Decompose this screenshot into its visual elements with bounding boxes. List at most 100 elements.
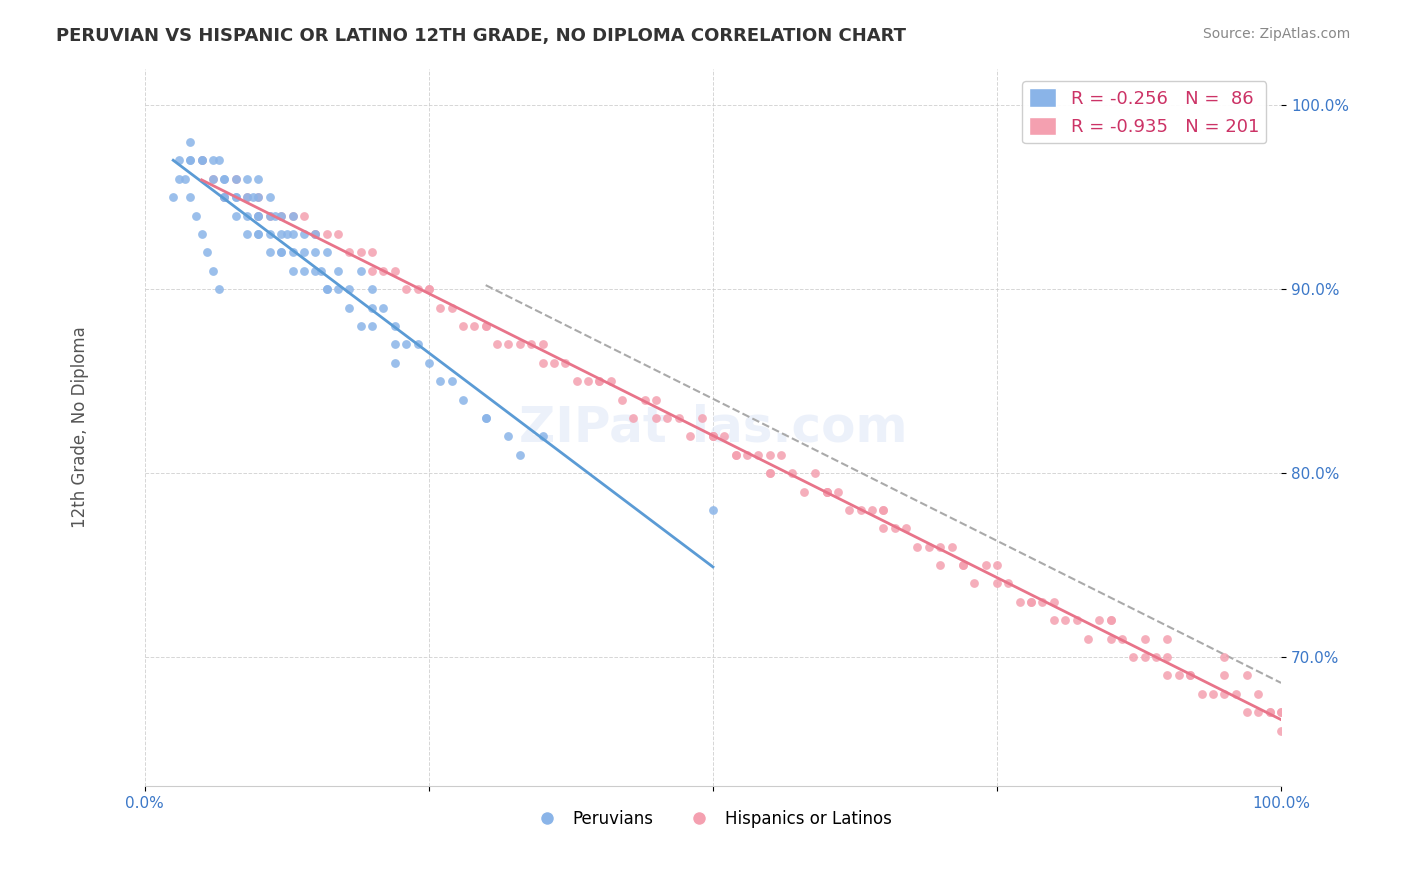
Point — [1180, 668, 1202, 682]
Point — [588, 374, 610, 388]
Point — [1258, 705, 1281, 719]
Point — [225, 190, 247, 204]
Point — [201, 153, 224, 168]
Point — [918, 540, 941, 554]
Point — [804, 466, 827, 480]
Point — [520, 337, 543, 351]
Point — [1031, 595, 1053, 609]
Point — [264, 209, 287, 223]
Point — [281, 209, 304, 223]
Point — [384, 264, 406, 278]
Point — [1167, 668, 1189, 682]
Point — [337, 245, 360, 260]
Point — [531, 429, 554, 443]
Point — [1247, 687, 1270, 701]
Point — [565, 374, 588, 388]
Point — [463, 318, 485, 333]
Point — [247, 209, 270, 223]
Point — [270, 209, 292, 223]
Point — [451, 392, 474, 407]
Point — [702, 429, 724, 443]
Point — [713, 429, 735, 443]
Point — [418, 356, 440, 370]
Point — [952, 558, 974, 573]
Point — [429, 301, 451, 315]
Point — [361, 318, 384, 333]
Point — [1019, 595, 1042, 609]
Point — [201, 172, 224, 186]
Point — [236, 227, 259, 241]
Point — [1213, 687, 1236, 701]
Point — [179, 135, 201, 149]
Point — [247, 190, 270, 204]
Point — [350, 245, 373, 260]
Point — [259, 209, 281, 223]
Point — [214, 172, 236, 186]
Point — [337, 282, 360, 296]
Point — [782, 466, 804, 480]
Point — [179, 153, 201, 168]
Point — [770, 448, 793, 462]
Point — [281, 245, 304, 260]
Point — [543, 356, 565, 370]
Point — [849, 503, 872, 517]
Point — [941, 540, 963, 554]
Point — [735, 448, 758, 462]
Point — [668, 411, 690, 425]
Point — [1191, 687, 1213, 701]
Point — [276, 227, 298, 241]
Point — [793, 484, 815, 499]
Point — [270, 245, 292, 260]
Point — [259, 245, 281, 260]
Point — [1144, 650, 1167, 665]
Point — [259, 190, 281, 204]
Point — [1236, 705, 1258, 719]
Point — [247, 172, 270, 186]
Point — [315, 227, 337, 241]
Point — [1099, 613, 1122, 627]
Point — [208, 153, 231, 168]
Point — [883, 521, 905, 535]
Point — [1236, 668, 1258, 682]
Point — [361, 245, 384, 260]
Point — [1043, 595, 1066, 609]
Point — [860, 503, 883, 517]
Point — [373, 301, 395, 315]
Point — [190, 153, 212, 168]
Legend: Peruvians, Hispanics or Latinos: Peruvians, Hispanics or Latinos — [527, 804, 898, 835]
Point — [1019, 595, 1042, 609]
Point — [190, 153, 212, 168]
Point — [167, 172, 190, 186]
Point — [1111, 632, 1133, 646]
Point — [588, 374, 610, 388]
Point — [599, 374, 621, 388]
Point — [554, 356, 576, 370]
Point — [162, 190, 184, 204]
Point — [645, 411, 668, 425]
Point — [702, 429, 724, 443]
Point — [190, 153, 212, 168]
Point — [195, 245, 218, 260]
Point — [259, 227, 281, 241]
Point — [758, 448, 780, 462]
Point — [184, 209, 207, 223]
Point — [373, 264, 395, 278]
Point — [326, 264, 349, 278]
Point — [247, 190, 270, 204]
Point — [236, 209, 259, 223]
Point — [827, 484, 849, 499]
Point — [1180, 668, 1202, 682]
Point — [1156, 632, 1178, 646]
Point — [815, 484, 838, 499]
Point — [758, 466, 780, 480]
Text: Source: ZipAtlas.com: Source: ZipAtlas.com — [1202, 27, 1350, 41]
Point — [1156, 668, 1178, 682]
Point — [702, 429, 724, 443]
Point — [623, 411, 645, 425]
Point — [894, 521, 917, 535]
Point — [1122, 650, 1144, 665]
Point — [872, 521, 894, 535]
Point — [247, 209, 270, 223]
Point — [1270, 705, 1292, 719]
Point — [1133, 632, 1156, 646]
